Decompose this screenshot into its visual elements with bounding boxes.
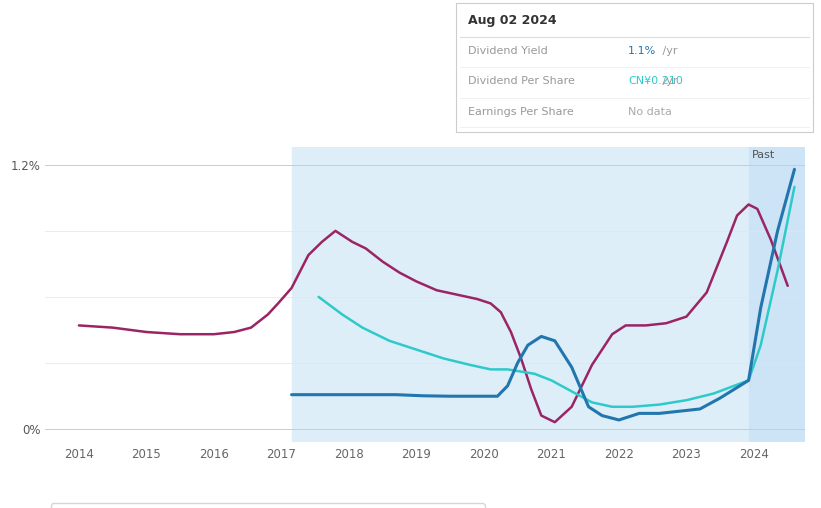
Text: Earnings Per Share: Earnings Per Share — [468, 107, 574, 117]
Text: 1.1%: 1.1% — [628, 46, 656, 56]
Text: CN¥0.210: CN¥0.210 — [628, 76, 683, 86]
Text: No data: No data — [628, 107, 672, 117]
Legend: Dividend Yield, Dividend Per Share, Earnings Per Share: Dividend Yield, Dividend Per Share, Earn… — [51, 503, 484, 508]
Text: Dividend Per Share: Dividend Per Share — [468, 76, 575, 86]
Bar — [749, 147, 805, 442]
Text: Dividend Yield: Dividend Yield — [468, 46, 548, 56]
Text: /yr: /yr — [659, 46, 678, 56]
Text: /yr: /yr — [659, 76, 678, 86]
Text: Aug 02 2024: Aug 02 2024 — [468, 14, 557, 27]
Bar — [291, 147, 749, 442]
Text: Past: Past — [752, 149, 775, 160]
